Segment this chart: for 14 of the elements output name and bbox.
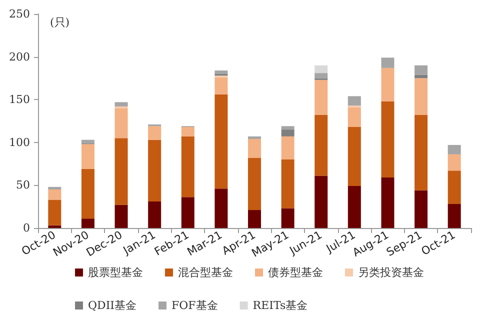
- y-tick-label: 150: [9, 93, 30, 106]
- legend-label: 另类投资基金: [358, 266, 424, 279]
- y-tick-label: 250: [9, 8, 30, 20]
- y-tick-label: 0: [23, 222, 30, 234]
- legend-label: 股票型基金: [88, 266, 143, 279]
- legend-label: FOF基金: [172, 299, 218, 312]
- y-tick-label: 100: [9, 136, 30, 149]
- legend-label: 债券型基金: [268, 266, 323, 279]
- legend-label: QDII基金: [88, 299, 137, 312]
- y-axis-title: (只): [50, 16, 70, 29]
- y-tick-label: 50: [16, 178, 30, 192]
- legend-label: 混合型基金: [178, 266, 233, 279]
- legend-label: REITs基金: [252, 299, 308, 312]
- y-tick-label: 200: [9, 50, 30, 64]
